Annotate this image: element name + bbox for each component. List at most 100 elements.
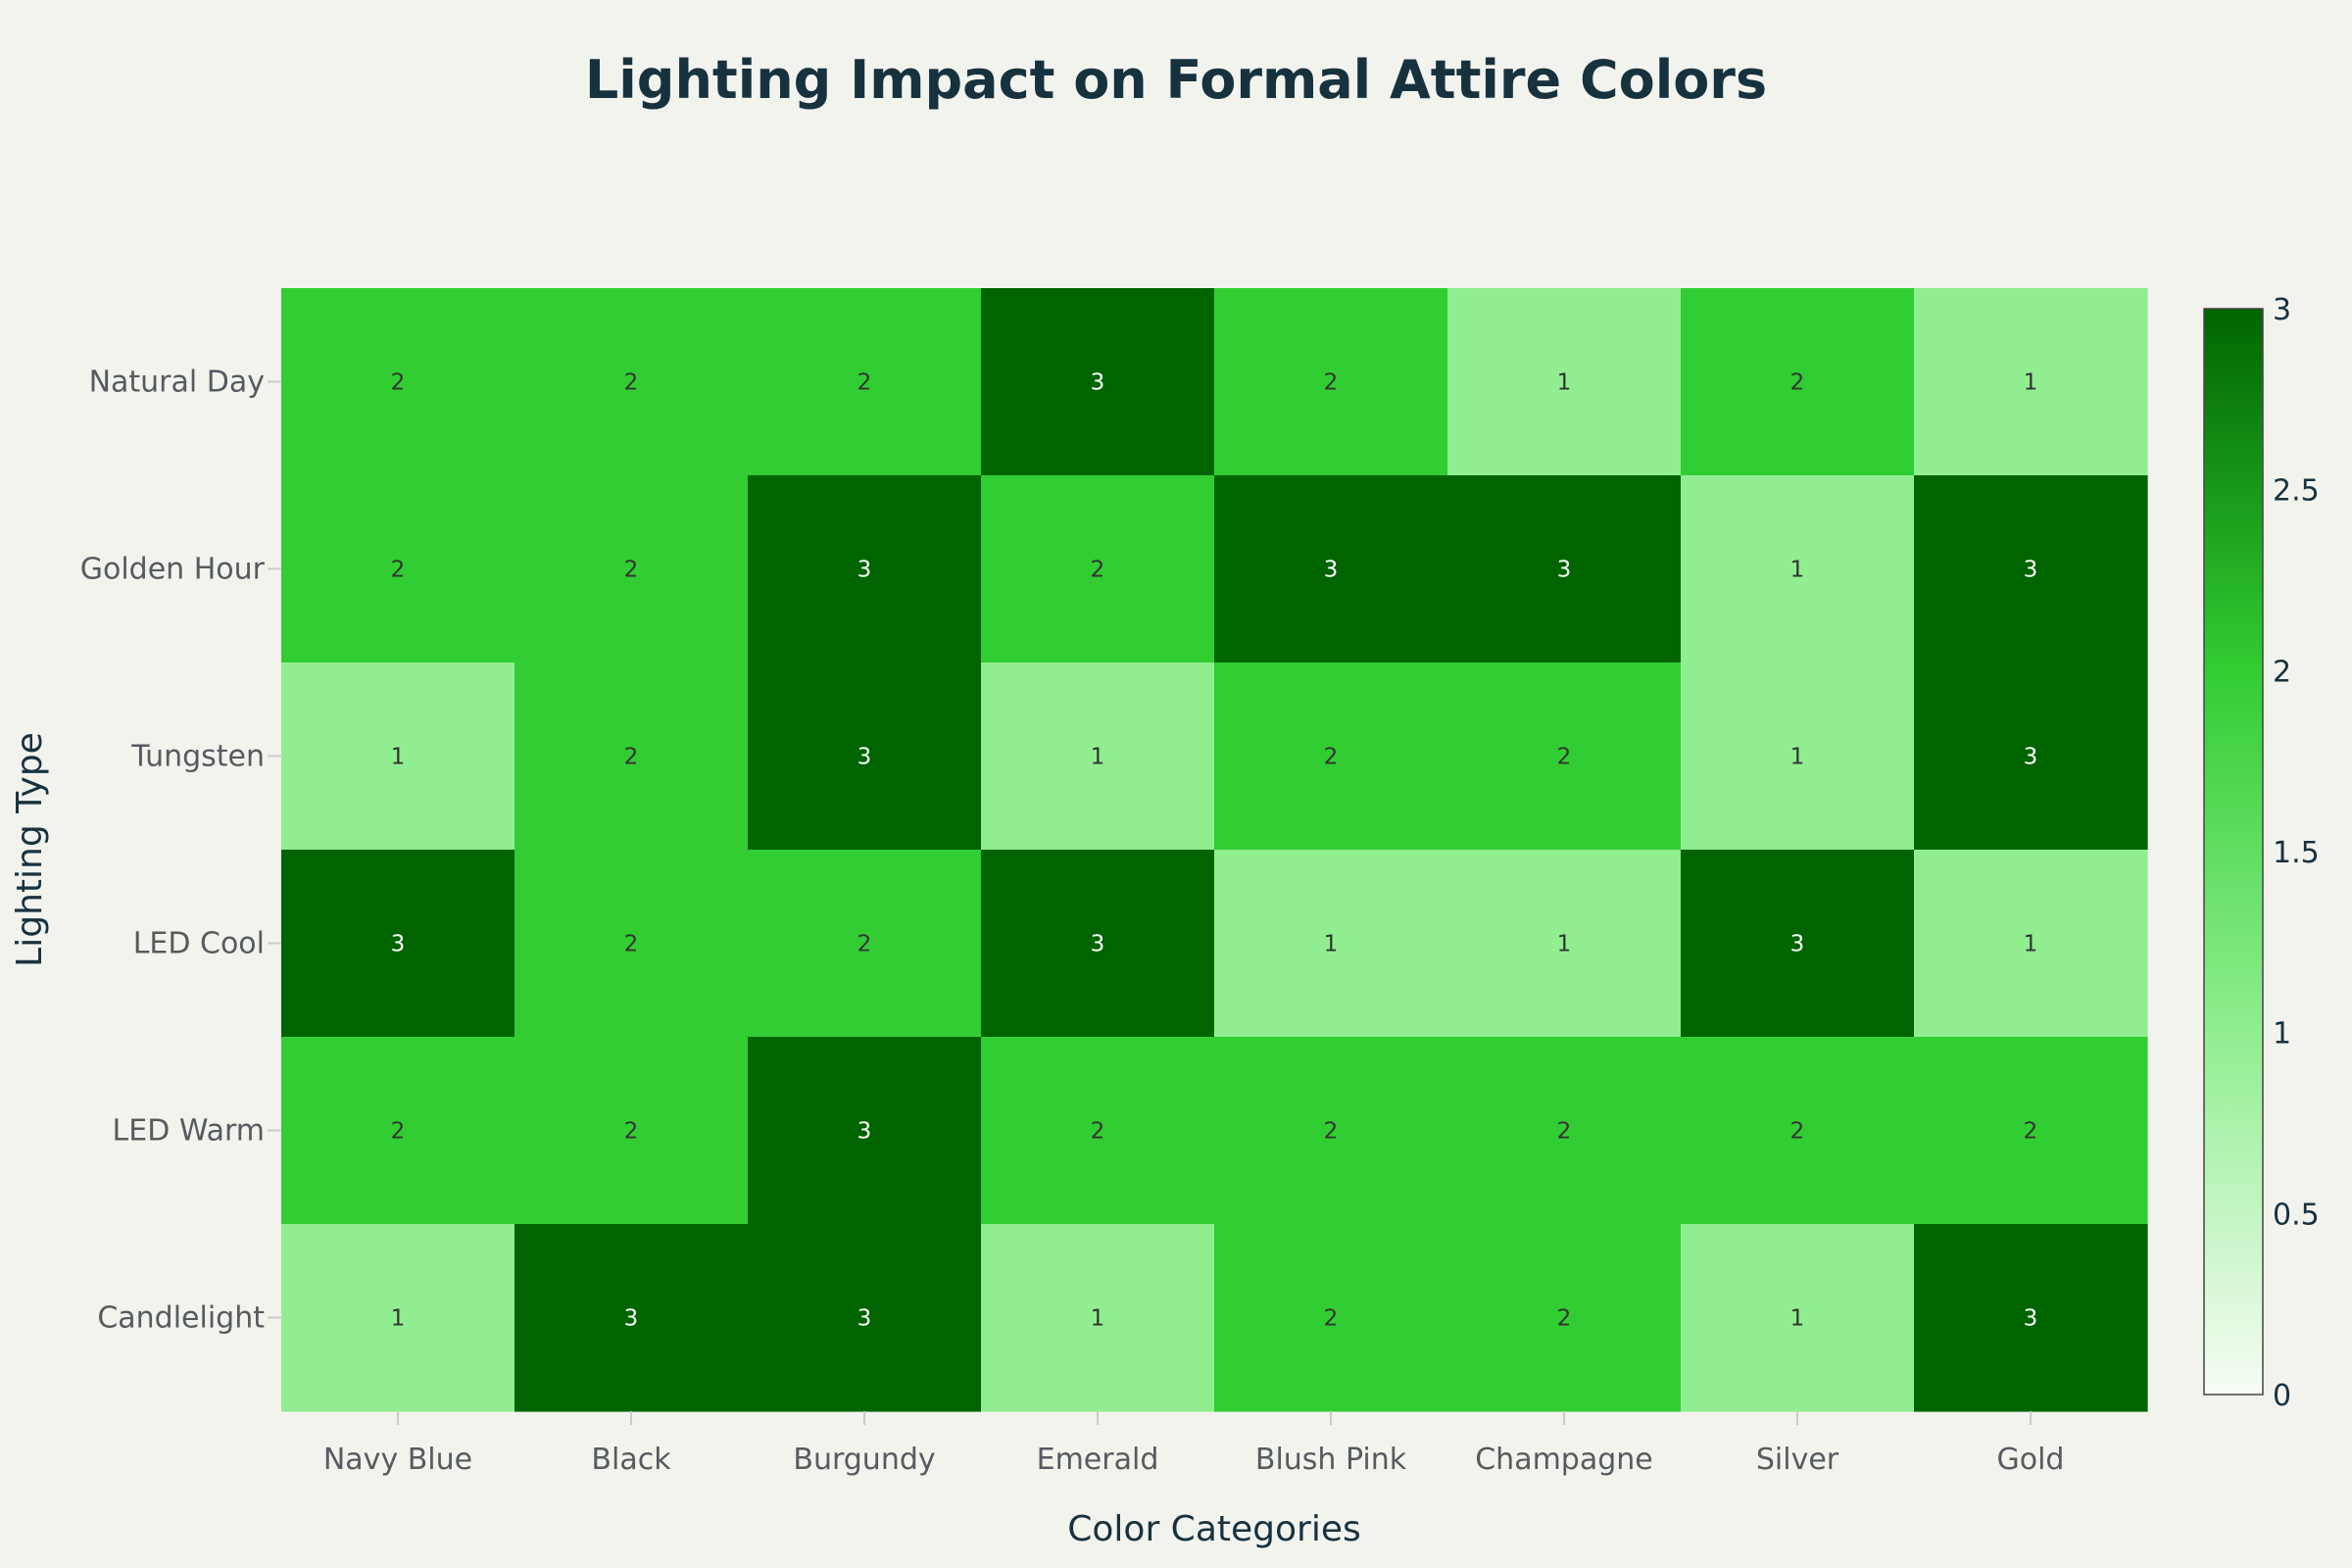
heatmap-cells: 2 2 2 3 2 1 2 1 2 2 3 2 3 3 1 3 1 2 3 1 2 2 1 3 3 2 2 3 1 1 3 1 2 2 3 2 2 2 2 2… [281,288,2148,1412]
heatmap-cell [1681,1224,1915,1412]
x-tick-label: Black [591,1443,671,1477]
x-axis: Navy Blue Black Burgundy Emerald Blush Pink C… [323,1411,2065,1477]
x-tick-label: Blush Pink [1255,1443,1407,1477]
heatmap-cell [1214,288,1448,476]
colorbar-tick-label: 3 [2273,293,2291,327]
cell-value-label: 2 [858,370,872,396]
colorbar-tick-label: 2.5 [2273,474,2320,509]
cell-value-label: 2 [624,1119,639,1145]
colorbar: 0 0.5 1 1.5 2 2.5 3 [2203,293,2320,1413]
cell-value-label: 2 [1324,1119,1339,1145]
cell-value-label: 3 [1790,932,1805,957]
cell-value-label: 3 [2024,1306,2038,1332]
cell-value-label: 1 [1557,932,1572,957]
heatmap-cell [1214,850,1448,1038]
cell-value-label: 1 [1790,558,1805,583]
heatmap-cell [1447,1037,1682,1225]
cell-value-label: 3 [2024,558,2038,583]
heatmap-cell [514,1224,749,1412]
cell-value-label: 3 [1324,558,1339,583]
cell-value-label: 3 [624,1306,639,1332]
y-axis-title: Lighting Type [10,732,50,967]
cell-value-label: 3 [1557,558,1572,583]
cell-value-label: 3 [1091,932,1105,957]
colorbar-gradient [2203,308,2264,1396]
heatmap-cell [748,662,982,851]
heatmap-cell [514,288,749,476]
cell-value-label: 1 [1790,1306,1805,1332]
heatmap-cell [748,1037,982,1225]
heatmap-cell [281,475,515,663]
heatmap-cell [1914,288,2148,476]
heatmap-cell [1214,1037,1448,1225]
heatmap-cell [514,475,749,663]
colorbar-tick-label: 1 [2273,1017,2291,1052]
colorbar-tick-label: 0 [2273,1379,2291,1413]
heatmap-cell [748,475,982,663]
cell-value-label: 1 [1091,1306,1105,1332]
cell-value-label: 1 [1091,745,1105,770]
colorbar-tick-label: 1.5 [2273,836,2320,870]
heatmap-cell [1681,288,1915,476]
colorbar-tick-label: 2 [2273,655,2291,689]
heatmap-cell [981,850,1215,1038]
heatmap-cell [1914,662,2148,851]
heatmap-cell [748,288,982,476]
heatmap-cell [281,850,515,1038]
heatmap-cell [1681,1037,1915,1225]
heatmap-cell [748,1224,982,1412]
x-tick-label: Champagne [1475,1443,1653,1477]
cell-value-label: 2 [1790,370,1805,396]
heatmap-cell [514,850,749,1038]
heatmap-cell [1447,475,1682,663]
cell-value-label: 3 [2024,745,2038,770]
heatmap-cell [1914,1224,2148,1412]
cell-value-label: 2 [391,1119,406,1145]
heatmap-cell [1681,850,1915,1038]
cell-value-label: 2 [391,370,406,396]
cell-value-label: 2 [1324,370,1339,396]
x-tick-label: Silver [1756,1443,1839,1477]
heatmap-cell [1214,1224,1448,1412]
colorbar-tick-label: 0.5 [2273,1198,2320,1232]
heatmap-cell [1914,1037,2148,1225]
y-tick-label: Tungsten [130,740,265,774]
heatmap-cell [981,662,1215,851]
heatmap-cell [1681,475,1915,663]
cell-value-label: 3 [858,558,872,583]
heatmap-cell [281,1037,515,1225]
cell-value-label: 1 [2024,932,2038,957]
heatmap-cell [1214,662,1448,851]
y-tick-label: LED Cool [133,927,265,961]
y-axis: Natural Day Golden Hour Tungsten LED Cool LE… [80,366,281,1336]
heatmap-cell [514,662,749,851]
cell-value-label: 2 [1557,1119,1572,1145]
cell-value-label: 2 [1557,1306,1572,1332]
x-tick-label: Emerald [1037,1443,1159,1477]
cell-value-label: 1 [2024,370,2038,396]
cell-value-label: 3 [858,1119,872,1145]
y-tick-label: LED Warm [113,1114,265,1149]
heatmap-cell [1214,475,1448,663]
heatmap-cell [1914,850,2148,1038]
cell-value-label: 2 [1091,558,1105,583]
cell-value-label: 2 [624,932,639,957]
cell-value-label: 2 [1557,745,1572,770]
x-tick-label: Gold [1997,1443,2065,1477]
y-tick-label: Candlelight [97,1301,265,1336]
heatmap-cell [748,850,982,1038]
heatmap-cell [981,1037,1215,1225]
y-tick-label: Golden Hour [80,553,266,587]
cell-value-label: 3 [858,1306,872,1332]
chart-title: Lighting Impact on Formal Attire Colors [585,49,1767,111]
heatmap-cell [1447,1224,1682,1412]
cell-value-label: 2 [624,558,639,583]
cell-value-label: 2 [624,745,639,770]
cell-value-label: 2 [1324,745,1339,770]
cell-value-label: 1 [391,1306,406,1332]
x-axis-title: Color Categories [1067,1509,1360,1549]
heatmap-cell [1447,850,1682,1038]
heatmap-cell [514,1037,749,1225]
cell-value-label: 2 [391,558,406,583]
